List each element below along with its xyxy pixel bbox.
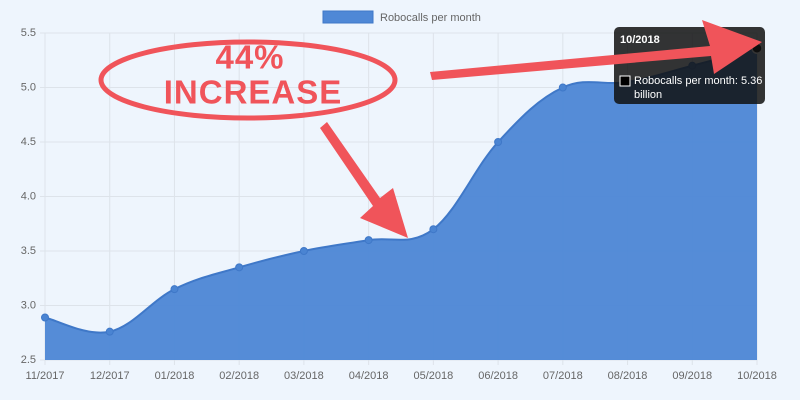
x-tick-label: 04/2018 [349,370,389,382]
x-tick-label: 12/2017 [90,370,130,382]
data-point [170,285,179,294]
overlay: Robocalls per month 10/2018 Robocalls per … [322,10,765,104]
x-tick-label: 11/2017 [26,370,65,382]
x-tick-label: 06/2018 [478,370,518,382]
x-tick-label: 10/2018 [737,370,777,382]
x-tick-label: 09/2018 [672,370,712,382]
y-tick-label: 2.5 [21,354,36,366]
annotation-text: INCREASE [164,74,343,111]
x-tick-label: 08/2018 [608,370,648,382]
tooltip-title: 10/2018 [620,34,660,46]
data-point [558,83,567,92]
data-point [105,327,114,336]
y-tick-label: 3.5 [21,245,36,257]
y-tick-label: 4.0 [21,190,36,202]
grid: 2.5 3.0 3.5 4.0 4.5 5.0 5.5 11/2017 12/2017 01/20… [21,27,777,382]
tooltip-swatch [619,75,631,87]
data-point [364,236,373,245]
data-point [299,247,308,255]
data-point [235,263,244,272]
area-fill [45,48,757,360]
x-tick-label: 07/2018 [543,370,583,382]
arrow [320,122,408,238]
x-tick-label: 02/2018 [219,370,259,382]
tooltip-text: Robocalls per month: 5.36 billion [634,75,762,101]
legend-label: Robocalls per month [380,12,481,24]
arrow [430,20,762,80]
annotation-text: 44% [215,39,284,76]
data-point [41,313,49,322]
annotation-ellipse [98,39,398,121]
x-tick-label: 01/2018 [155,370,195,382]
y-tick-label: 3.0 [21,299,36,311]
y-tick-label: 5.5 [21,27,36,39]
data-point [494,138,503,146]
x-tick-label: 05/2018 [413,370,453,382]
data-point [429,225,438,234]
x-tick-label: 03/2018 [284,370,324,382]
y-tick-label: 5.0 [21,81,36,93]
legend-swatch [322,10,374,24]
y-tick-label: 4.5 [21,136,36,148]
